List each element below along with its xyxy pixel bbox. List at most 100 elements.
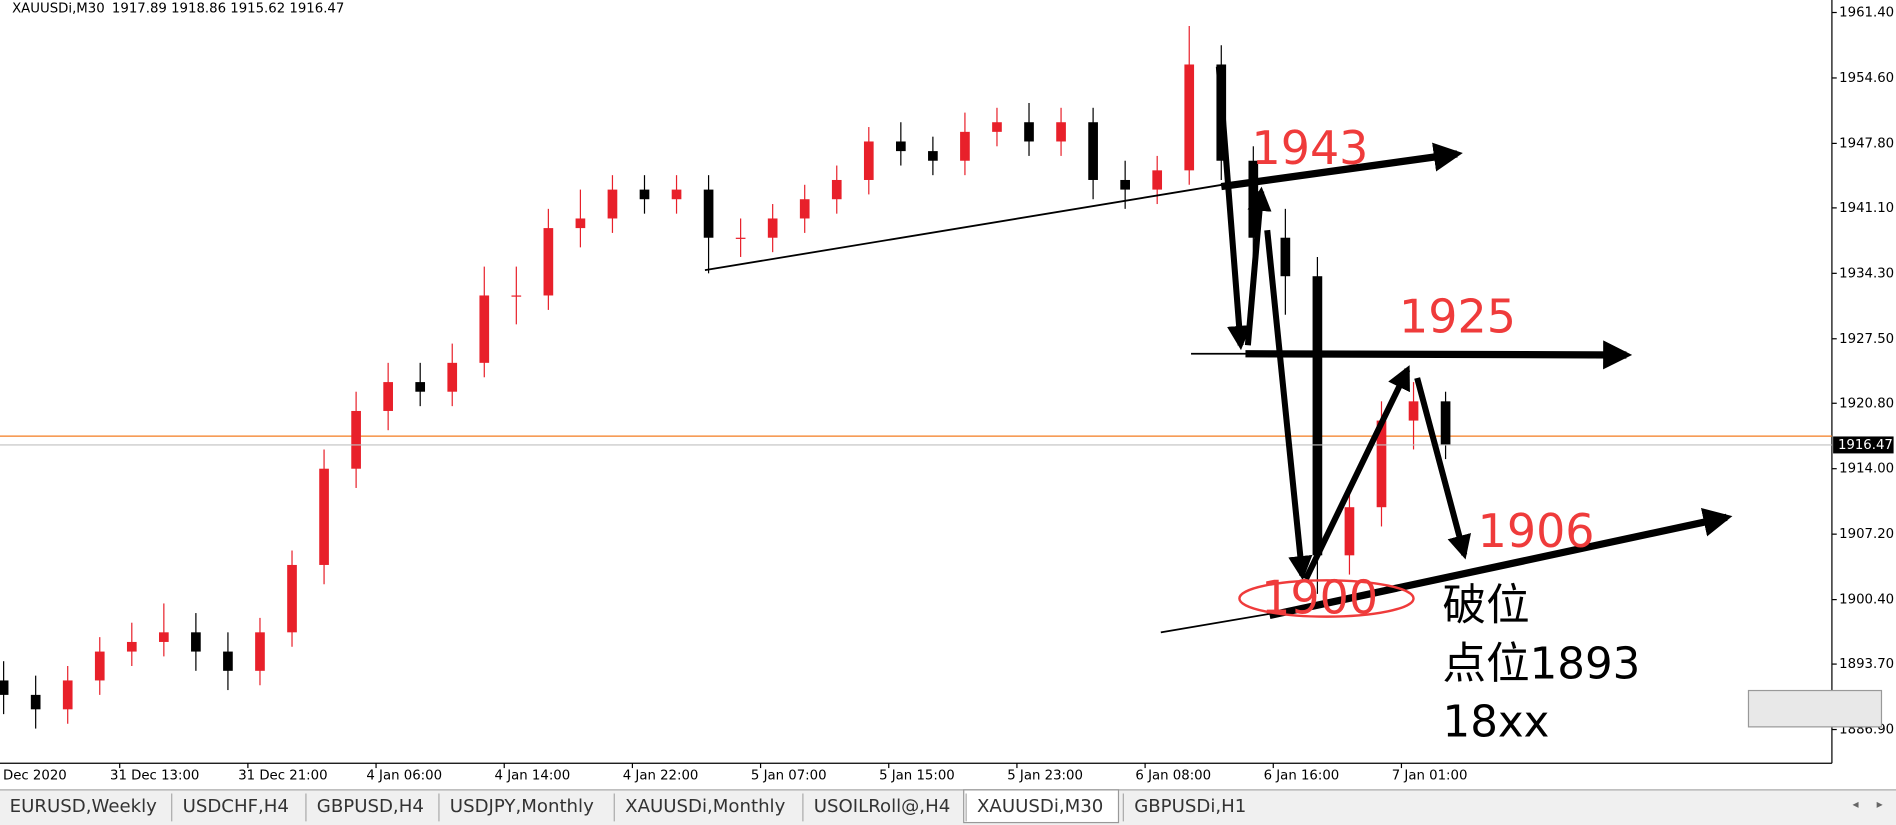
candle-body — [1440, 401, 1451, 445]
candle-body — [479, 295, 490, 363]
candle-body — [1408, 401, 1419, 421]
y-tick-label: 1893.70 — [1839, 657, 1894, 672]
tabs: EURUSD,Weekly USDCHF,H4 GBPUSD,H4 USDJPY,Mo… — [10, 793, 1246, 822]
candle-body — [607, 189, 618, 219]
tab-bar — [0, 789, 1896, 825]
x-tick-label: 5 Jan 15:00 — [879, 768, 955, 783]
arrow — [1244, 186, 1272, 346]
candle-body — [575, 218, 586, 229]
candle-body — [543, 228, 554, 296]
x-tick-label: 6 Jan 16:00 — [1264, 768, 1340, 783]
annotation: 点位1893 — [1443, 639, 1641, 689]
candle-body — [735, 237, 746, 239]
tab-label[interactable]: GBPUSD,H4 — [317, 796, 424, 817]
annotation: 1900 — [1261, 570, 1378, 624]
x-tick-label: 5 Jan 23:00 — [1007, 768, 1083, 783]
candle-body — [896, 141, 906, 152]
annotation: 1943 — [1252, 121, 1369, 175]
last-price-label: 1916.47 — [1838, 438, 1893, 453]
arrow — [1215, 66, 1252, 351]
candle-body — [1152, 170, 1163, 190]
arrow — [1264, 229, 1313, 581]
active-tab-bg — [963, 789, 1120, 824]
candle-body — [639, 189, 650, 200]
candle-body — [1120, 179, 1130, 190]
tab-label[interactable]: XAUUSDi,M30 — [977, 796, 1103, 817]
candle-body — [319, 468, 329, 565]
y-tick-label: 1907.20 — [1839, 527, 1894, 542]
candle-body — [799, 199, 810, 219]
trend-line — [1160, 610, 1282, 634]
trend-line — [704, 182, 1234, 272]
candle-body — [1280, 237, 1291, 277]
candle-body — [255, 632, 265, 671]
candle-body — [1056, 122, 1066, 142]
candle-body — [831, 179, 842, 200]
y-tick-label: 1934.30 — [1839, 266, 1894, 281]
scroll-left[interactable]: ◂ — [1852, 797, 1859, 811]
candle-body — [1024, 122, 1034, 142]
candle-body — [126, 641, 137, 652]
annotation: 1925 — [1399, 289, 1516, 343]
tab-label[interactable]: USDCHF,H4 — [183, 796, 289, 817]
candle-body — [960, 131, 970, 161]
y-tick-label: 1927.50 — [1839, 332, 1894, 347]
x-tick-label: 31 Dec 13:00 — [110, 768, 199, 783]
tab-label[interactable]: USOILRoll@,H4 — [814, 796, 950, 817]
symbol: XAUUSDi,M30 — [12, 1, 105, 16]
x-tick-label: 4 Jan 22:00 — [623, 768, 699, 783]
tab-label[interactable]: XAUUSDi,Monthly — [625, 796, 785, 817]
y-tick-label: 1954.60 — [1839, 71, 1894, 86]
y-tick-label: 1900.40 — [1839, 593, 1894, 608]
header-values: 1917.89 1918.86 1915.62 1916.47 — [112, 1, 344, 16]
candle-body — [447, 362, 458, 392]
last-price-box — [1833, 436, 1894, 454]
candle-body — [191, 632, 201, 652]
candle-body — [1344, 507, 1355, 556]
candle-body — [0, 680, 9, 695]
x-tick-label: 4 Jan 06:00 — [366, 768, 442, 783]
candle-body — [415, 382, 426, 392]
candle-body — [863, 141, 874, 180]
arrow — [1268, 507, 1733, 619]
y-tick-label: 1961.40 — [1839, 6, 1894, 21]
candle-body — [223, 651, 233, 671]
candle-body — [928, 151, 938, 161]
candle-body — [703, 189, 714, 238]
x-tick-label: 5 Jan 07:00 — [751, 768, 827, 783]
arrow — [1245, 340, 1633, 370]
header: XAUUSDi,M30 1917.89 1918.86 1915.62 1916.… — [12, 1, 344, 16]
tab-label[interactable]: USDJPY,Monthly — [450, 796, 594, 817]
x-tick-label: 4 Jan 14:00 — [495, 768, 571, 783]
annotations — [704, 66, 1733, 634]
y-tick-label: 1914.00 — [1839, 462, 1894, 477]
ime-widget[interactable] — [1747, 689, 1883, 728]
y-tick-label: 1941.10 — [1839, 201, 1894, 216]
candle-body — [287, 564, 297, 633]
candle-body — [1312, 276, 1323, 556]
annotation: 破位 — [1443, 581, 1530, 631]
arrow — [1414, 377, 1472, 560]
candle-body — [992, 122, 1002, 132]
candle-body — [767, 218, 778, 238]
candle-body — [94, 651, 105, 681]
tab-label[interactable]: GBPUSDi,H1 — [1134, 796, 1246, 817]
candle-body — [671, 189, 682, 200]
arrow — [1303, 365, 1411, 581]
candle-body — [159, 632, 169, 642]
scroll-right[interactable]: ▸ — [1877, 797, 1884, 811]
annotation: 1906 — [1478, 504, 1595, 558]
candle-body — [383, 382, 393, 411]
x-tick-label: 31 Dec 21:00 — [238, 768, 327, 783]
x-tick-label: 31 Dec 2020 — [0, 768, 67, 783]
candle-body — [1184, 64, 1195, 171]
candle-body — [30, 694, 41, 710]
highlight-ellipse — [1238, 579, 1415, 618]
candle-body — [62, 680, 73, 710]
x-tick-label: 6 Jan 08:00 — [1135, 768, 1211, 783]
y-tick-label: 1947.80 — [1839, 136, 1894, 151]
tab-label[interactable]: EURUSD,Weekly — [10, 796, 157, 817]
